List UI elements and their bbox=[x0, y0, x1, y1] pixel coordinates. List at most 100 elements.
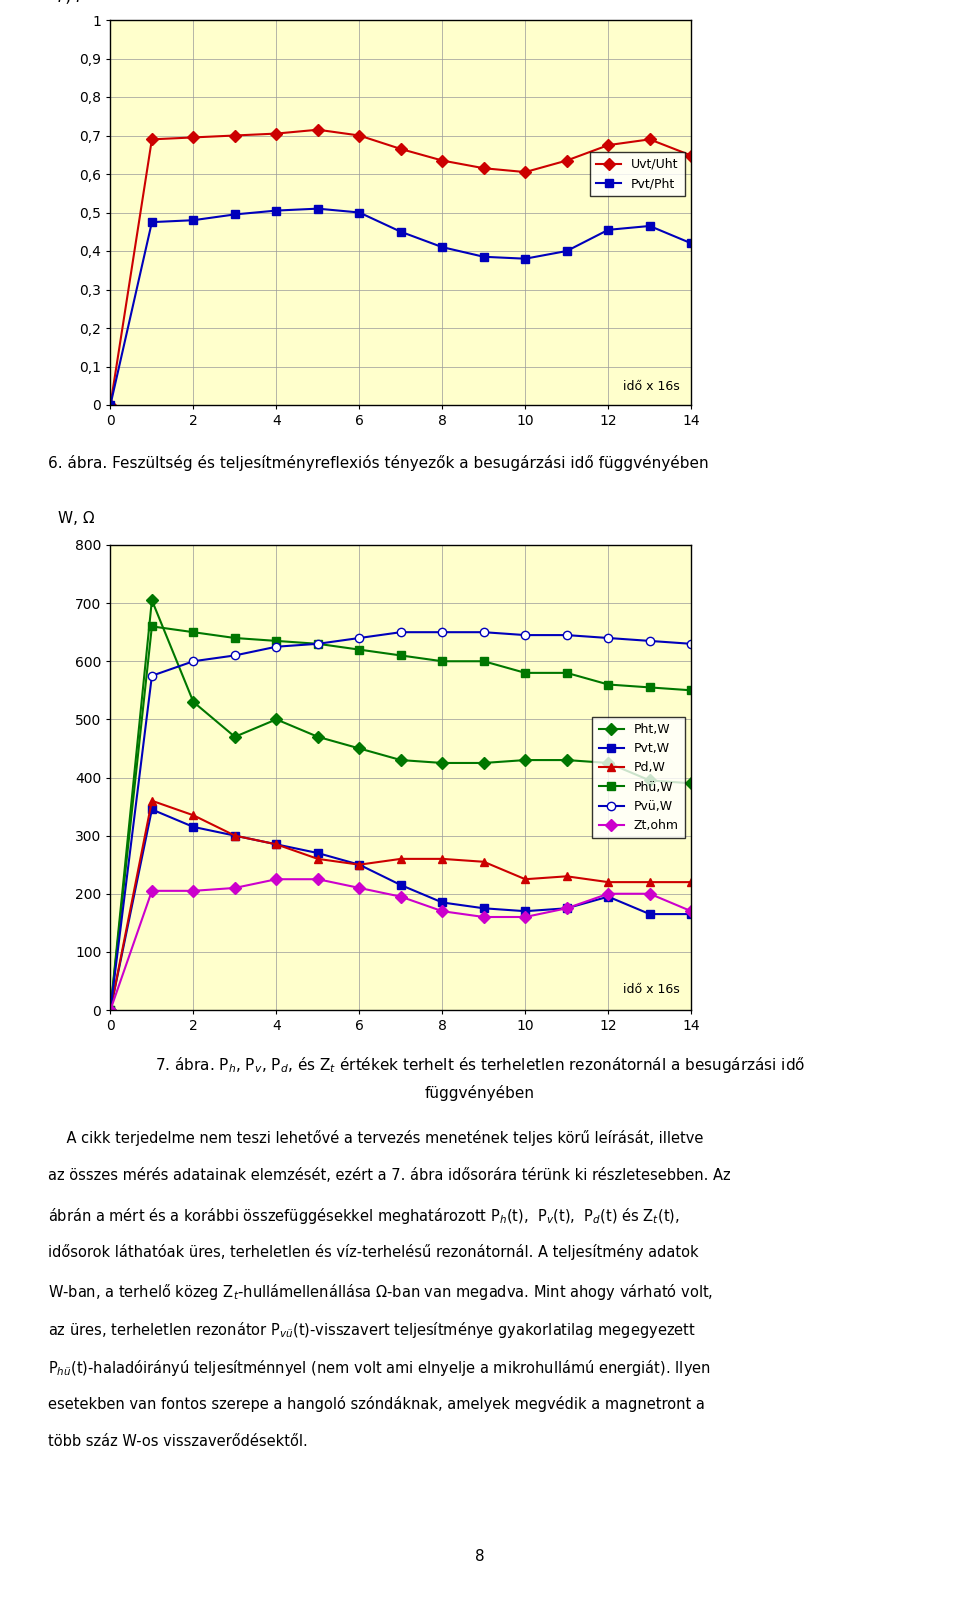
Pd,W bbox=[437, 849, 448, 868]
Phü,W bbox=[644, 678, 656, 697]
Pvü,W bbox=[312, 635, 324, 654]
Text: 6. ábra. Feszültség és teljesítményreflexiós tényezők a besugárzási idő függvény: 6. ábra. Feszültség és teljesítményrefle… bbox=[48, 456, 708, 472]
Pvt/Pht bbox=[519, 249, 531, 269]
Legend: Uvt/Uht, Pvt/Pht: Uvt/Uht, Pvt/Pht bbox=[590, 152, 684, 197]
Zt,ohm bbox=[519, 907, 531, 926]
Uvt/Uht bbox=[271, 125, 282, 144]
Pht,W bbox=[271, 710, 282, 729]
Pht,W bbox=[187, 692, 199, 712]
Pvt/Pht bbox=[478, 248, 490, 267]
Uvt/Uht bbox=[353, 126, 365, 146]
Phü,W bbox=[353, 640, 365, 659]
Pd,W bbox=[146, 792, 157, 811]
Pht,W bbox=[478, 753, 490, 772]
Pd,W bbox=[353, 855, 365, 875]
Zt,ohm bbox=[146, 881, 157, 900]
Pd,W bbox=[395, 849, 406, 868]
Text: A cikk terjedelme nem teszi lehetővé a tervezés menetének teljes körű leírását, : A cikk terjedelme nem teszi lehetővé a t… bbox=[48, 1130, 704, 1146]
Uvt/Uht bbox=[561, 150, 572, 169]
Zt,ohm bbox=[603, 884, 614, 903]
Text: Γ, Γ²: Γ, Γ² bbox=[59, 0, 91, 5]
Uvt/Uht bbox=[105, 395, 116, 414]
Pvt,W bbox=[395, 875, 406, 894]
Pd,W bbox=[105, 1001, 116, 1020]
Phü,W bbox=[603, 675, 614, 694]
Text: függvényében: függvényében bbox=[425, 1086, 535, 1102]
Pvü,W bbox=[519, 625, 531, 644]
Pht,W bbox=[519, 750, 531, 769]
Zt,ohm bbox=[271, 870, 282, 889]
Line: Uvt/Uht: Uvt/Uht bbox=[107, 126, 695, 409]
Pvü,W bbox=[478, 622, 490, 641]
Pvt,W bbox=[478, 899, 490, 918]
Zt,ohm bbox=[187, 881, 199, 900]
Pvt,W bbox=[353, 855, 365, 875]
Pvt,W bbox=[146, 800, 157, 819]
Pvt,W bbox=[187, 817, 199, 836]
Zt,ohm bbox=[644, 884, 656, 903]
Uvt/Uht bbox=[519, 163, 531, 182]
Pd,W bbox=[603, 873, 614, 892]
Zt,ohm bbox=[685, 902, 697, 921]
Pd,W bbox=[519, 870, 531, 889]
Pvt/Pht bbox=[644, 216, 656, 235]
Text: 7. ábra. P$_h$, P$_v$, P$_d$, és Z$_t$ értékek terhelt és terheletlen rezonátorn: 7. ábra. P$_h$, P$_v$, P$_d$, és Z$_t$ é… bbox=[155, 1055, 805, 1075]
Pht,W bbox=[603, 753, 614, 772]
Phü,W bbox=[187, 622, 199, 641]
Text: P$_{hü}$(t)-haladóirányú teljesítménnyel (nem volt ami elnyelje a mikrohullámú e: P$_{hü}$(t)-haladóirányú teljesítménnyel… bbox=[48, 1358, 710, 1378]
Uvt/Uht bbox=[187, 128, 199, 147]
Pvt,W bbox=[644, 905, 656, 924]
Pht,W bbox=[561, 750, 572, 769]
Pd,W bbox=[312, 849, 324, 868]
Pht,W bbox=[105, 1001, 116, 1020]
Text: idősorok láthatóak üres, terheletlen és víz-terhelésű rezonátornál. A teljesítmé: idősorok láthatóak üres, terheletlen és … bbox=[48, 1244, 699, 1260]
Pvt/Pht bbox=[271, 201, 282, 221]
Pvt,W bbox=[271, 835, 282, 854]
Uvt/Uht bbox=[603, 136, 614, 155]
Pvt/Pht bbox=[685, 233, 697, 253]
Pvü,W bbox=[685, 635, 697, 654]
Pvü,W bbox=[437, 622, 448, 641]
Pd,W bbox=[271, 835, 282, 854]
Pvü,W bbox=[395, 622, 406, 641]
Uvt/Uht bbox=[478, 158, 490, 177]
Pvü,W bbox=[146, 667, 157, 686]
Text: esetekben van fontos szerepe a hangoló szóndáknak, amelyek megvédik a magnetront: esetekben van fontos szerepe a hangoló s… bbox=[48, 1396, 705, 1412]
Text: 8: 8 bbox=[475, 1549, 485, 1564]
Phü,W bbox=[146, 617, 157, 636]
Pht,W bbox=[437, 753, 448, 772]
Pvt,W bbox=[519, 902, 531, 921]
Pvt,W bbox=[685, 905, 697, 924]
Uvt/Uht bbox=[146, 130, 157, 149]
Uvt/Uht bbox=[437, 150, 448, 169]
Line: Zt,ohm: Zt,ohm bbox=[107, 875, 695, 1014]
Phü,W bbox=[229, 628, 241, 648]
Uvt/Uht bbox=[685, 146, 697, 165]
Line: Pht,W: Pht,W bbox=[107, 596, 695, 1014]
Pvü,W bbox=[229, 646, 241, 665]
Zt,ohm bbox=[395, 887, 406, 907]
Pd,W bbox=[229, 827, 241, 846]
Zt,ohm bbox=[437, 902, 448, 921]
Pvt/Pht bbox=[603, 221, 614, 240]
Pvü,W bbox=[561, 625, 572, 644]
Pvt,W bbox=[312, 843, 324, 862]
Pvt,W bbox=[603, 887, 614, 907]
Pd,W bbox=[478, 852, 490, 871]
Phü,W bbox=[437, 652, 448, 672]
Line: Pvt/Pht: Pvt/Pht bbox=[107, 205, 695, 409]
Pvt/Pht bbox=[353, 203, 365, 222]
Uvt/Uht bbox=[312, 120, 324, 139]
Pvü,W bbox=[271, 636, 282, 656]
Zt,ohm bbox=[353, 878, 365, 897]
Pd,W bbox=[561, 867, 572, 886]
Pht,W bbox=[685, 774, 697, 793]
Pd,W bbox=[644, 873, 656, 892]
Uvt/Uht bbox=[229, 126, 241, 146]
Pd,W bbox=[685, 873, 697, 892]
Text: idő x 16s: idő x 16s bbox=[623, 983, 680, 996]
Pvt/Pht bbox=[312, 198, 324, 217]
Text: ábrán a mért és a korábbi összefüggésekkel meghatározott P$_h$(t),  P$_v$(t),  P: ábrán a mért és a korábbi összefüggésekk… bbox=[48, 1206, 680, 1226]
Pht,W bbox=[229, 728, 241, 747]
Phü,W bbox=[561, 664, 572, 683]
